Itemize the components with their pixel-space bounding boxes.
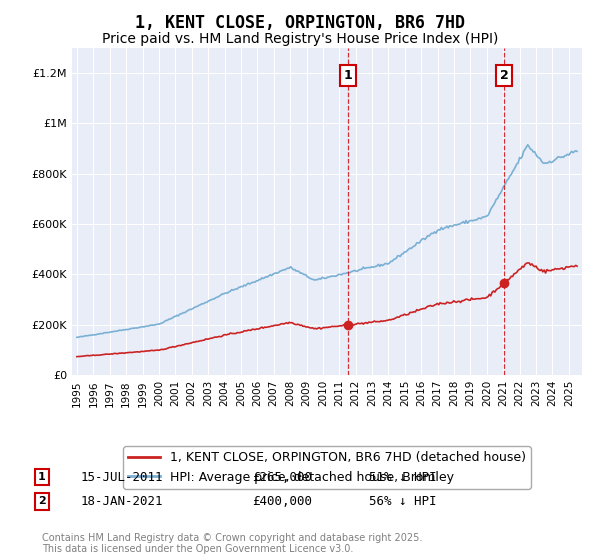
Text: Price paid vs. HM Land Registry's House Price Index (HPI): Price paid vs. HM Land Registry's House … [102,32,498,46]
Text: 2: 2 [500,69,508,82]
Text: £265,000: £265,000 [252,470,312,484]
Text: 1, KENT CLOSE, ORPINGTON, BR6 7HD: 1, KENT CLOSE, ORPINGTON, BR6 7HD [135,14,465,32]
Text: 2: 2 [38,496,46,506]
Text: 51% ↓ HPI: 51% ↓ HPI [369,470,437,484]
Text: 1: 1 [38,472,46,482]
Text: 15-JUL-2011: 15-JUL-2011 [81,470,163,484]
Text: 1: 1 [344,69,353,82]
Text: £400,000: £400,000 [252,494,312,508]
Text: Contains HM Land Registry data © Crown copyright and database right 2025.
This d: Contains HM Land Registry data © Crown c… [42,533,422,554]
Text: 18-JAN-2021: 18-JAN-2021 [81,494,163,508]
Text: 56% ↓ HPI: 56% ↓ HPI [369,494,437,508]
Legend: 1, KENT CLOSE, ORPINGTON, BR6 7HD (detached house), HPI: Average price, detached: 1, KENT CLOSE, ORPINGTON, BR6 7HD (detac… [124,446,530,488]
